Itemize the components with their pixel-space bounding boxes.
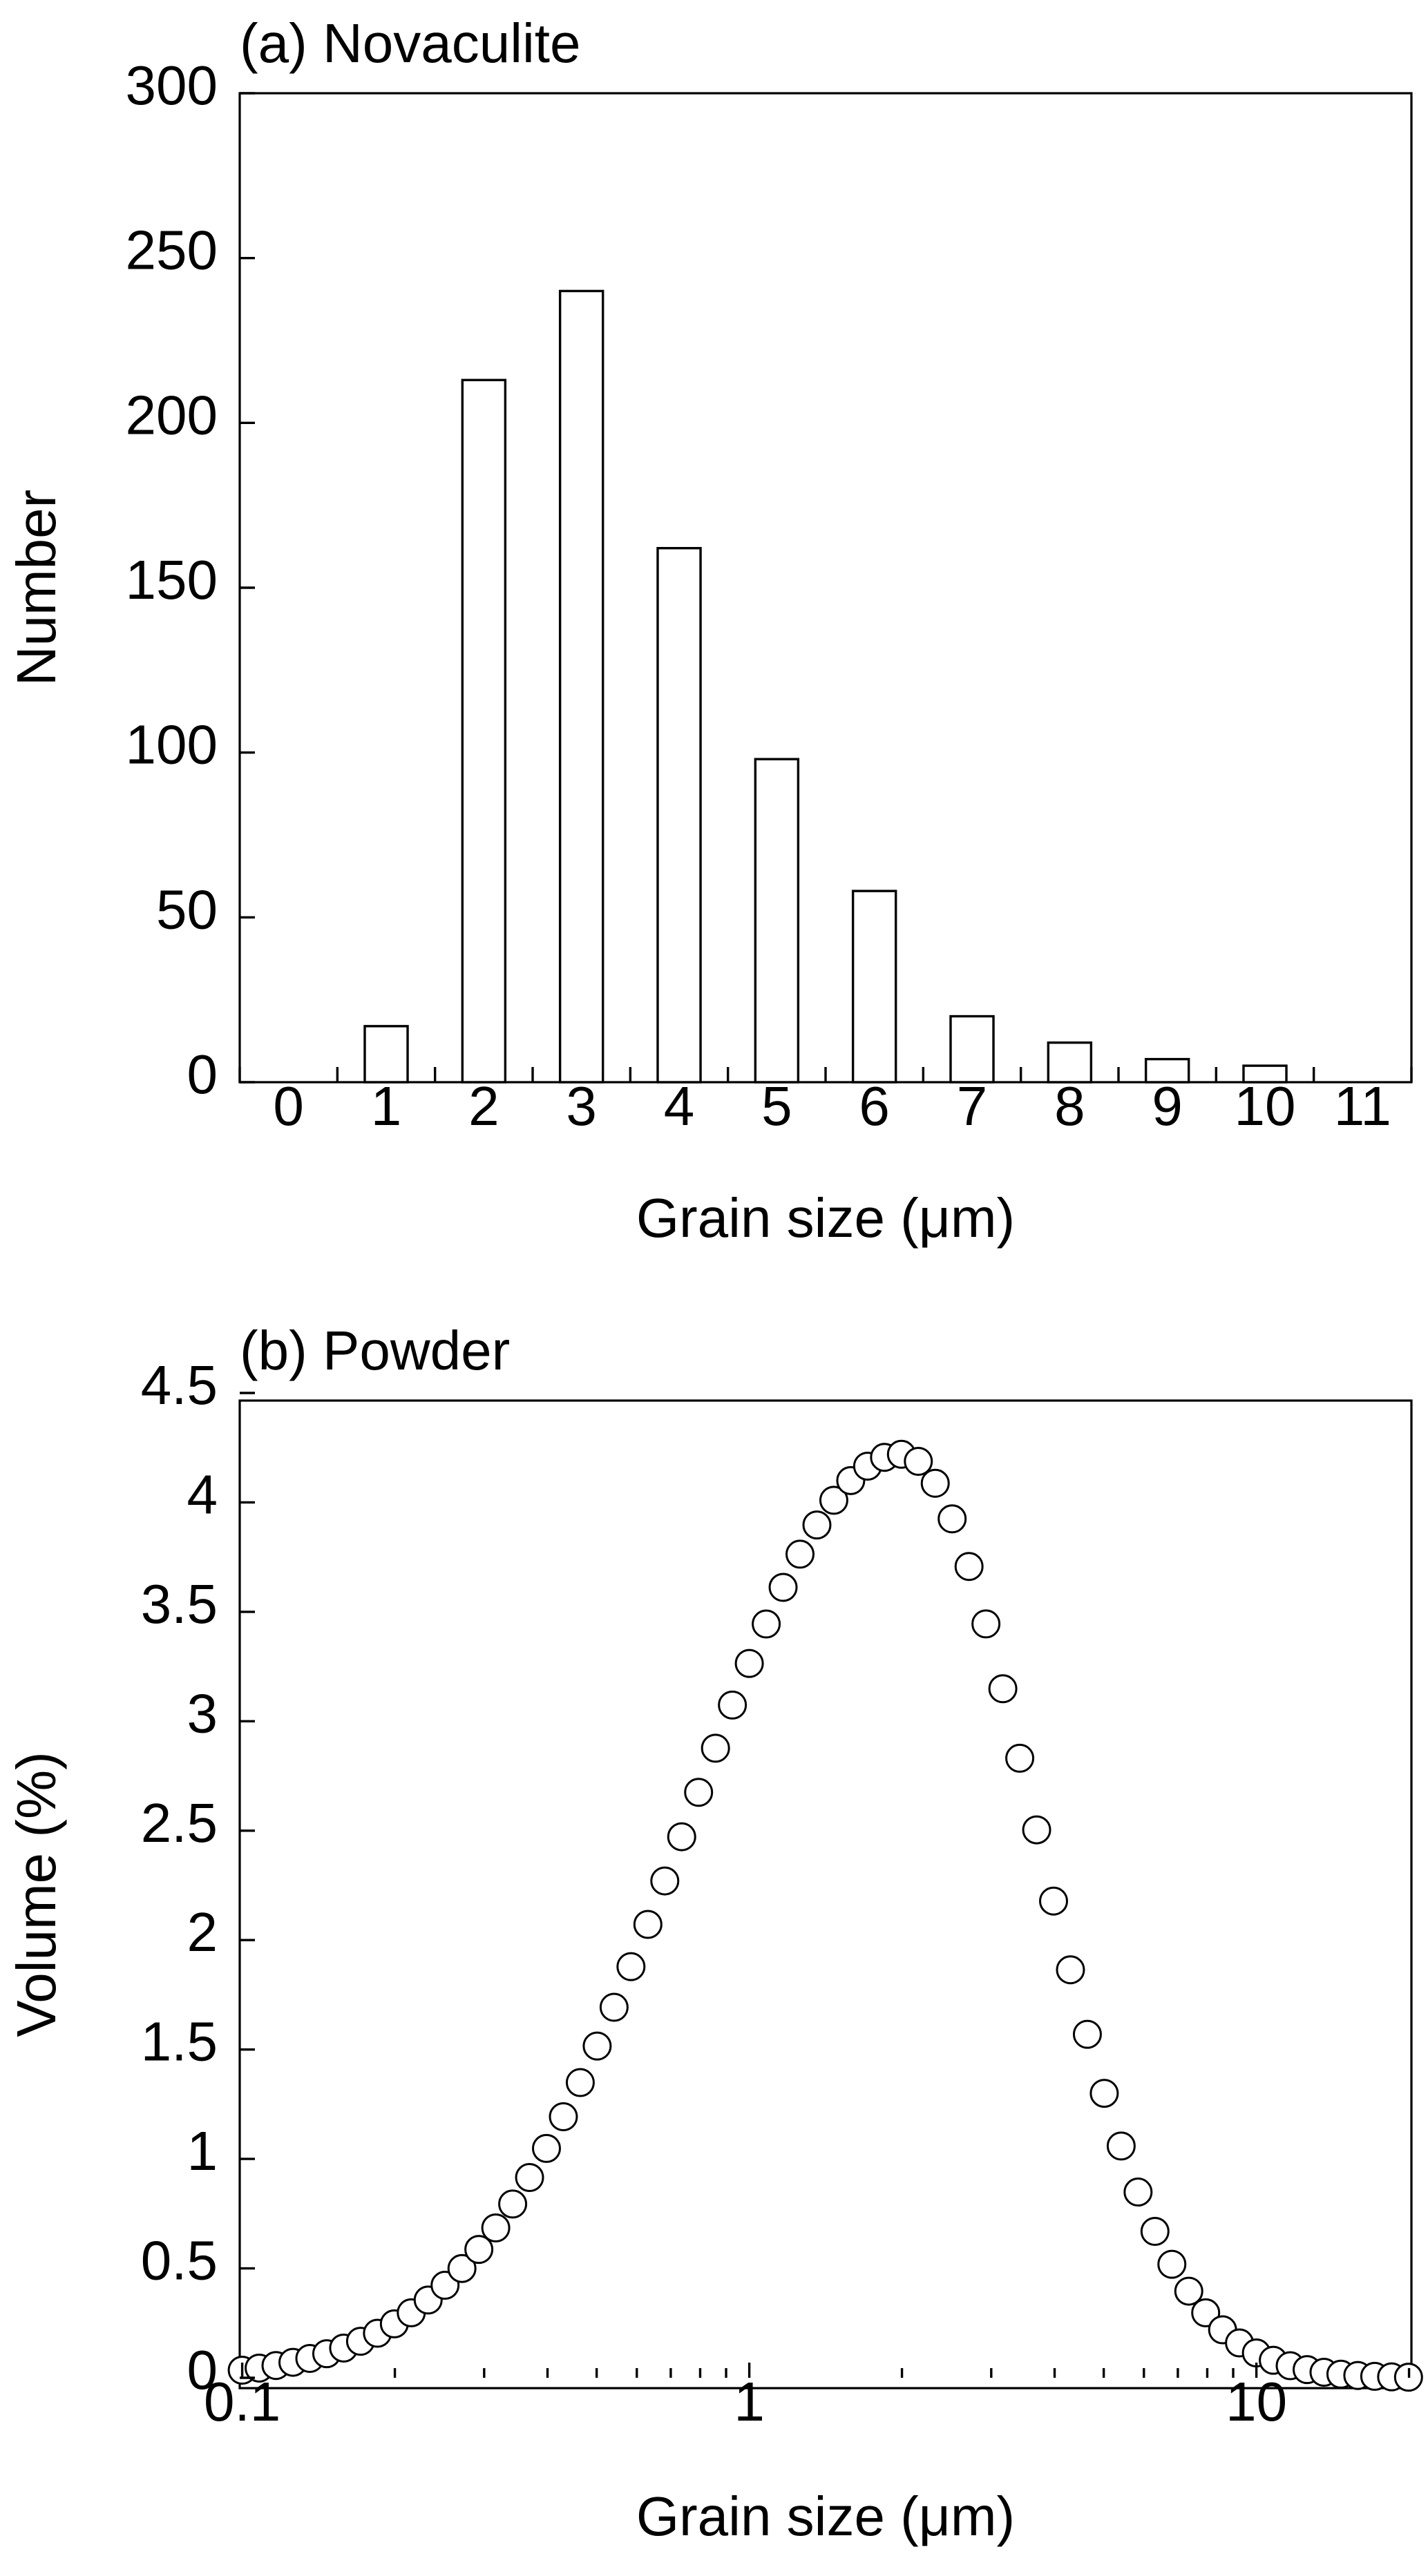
svg-text:3.5: 3.5 <box>141 1573 218 1635</box>
svg-text:10: 10 <box>1226 2371 1287 2432</box>
svg-text:0: 0 <box>187 2339 218 2401</box>
svg-text:9: 9 <box>1152 1075 1183 1137</box>
svg-text:Volume (%): Volume (%) <box>6 1751 67 2037</box>
svg-text:1: 1 <box>371 1075 402 1137</box>
svg-text:150: 150 <box>126 549 218 611</box>
svg-text:0: 0 <box>273 1075 304 1137</box>
svg-text:4: 4 <box>187 1463 218 1525</box>
svg-text:10: 10 <box>1235 1075 1296 1137</box>
svg-text:(b) Powder: (b) Powder <box>240 1320 510 1381</box>
svg-text:4.5: 4.5 <box>141 1354 218 1416</box>
svg-text:200: 200 <box>126 384 218 445</box>
svg-text:8: 8 <box>1054 1075 1085 1137</box>
svg-text:5: 5 <box>761 1075 792 1137</box>
svg-text:2.5: 2.5 <box>141 1792 218 1854</box>
svg-text:2: 2 <box>187 1901 218 1963</box>
svg-text:1: 1 <box>187 2120 218 2182</box>
svg-text:4: 4 <box>664 1075 695 1137</box>
svg-text:7: 7 <box>957 1075 988 1137</box>
svg-text:50: 50 <box>156 878 218 940</box>
svg-text:100: 100 <box>126 714 218 776</box>
svg-text:250: 250 <box>126 220 218 281</box>
svg-text:0.5: 0.5 <box>141 2230 218 2291</box>
svg-text:(a) Novaculite: (a) Novaculite <box>240 12 581 74</box>
svg-text:3: 3 <box>566 1075 597 1137</box>
svg-text:11: 11 <box>1334 1075 1391 1137</box>
svg-text:Grain size (μm): Grain size (μm) <box>636 2486 1015 2547</box>
svg-text:Grain size (μm): Grain size (μm) <box>636 1187 1015 1249</box>
svg-text:0: 0 <box>187 1044 218 1105</box>
svg-text:300: 300 <box>126 55 218 116</box>
svg-text:Number: Number <box>6 490 67 686</box>
svg-text:1: 1 <box>734 2371 765 2432</box>
svg-text:1.5: 1.5 <box>141 2011 218 2073</box>
svg-text:3: 3 <box>187 1682 218 1744</box>
svg-text:2: 2 <box>468 1075 499 1137</box>
svg-text:6: 6 <box>859 1075 890 1137</box>
